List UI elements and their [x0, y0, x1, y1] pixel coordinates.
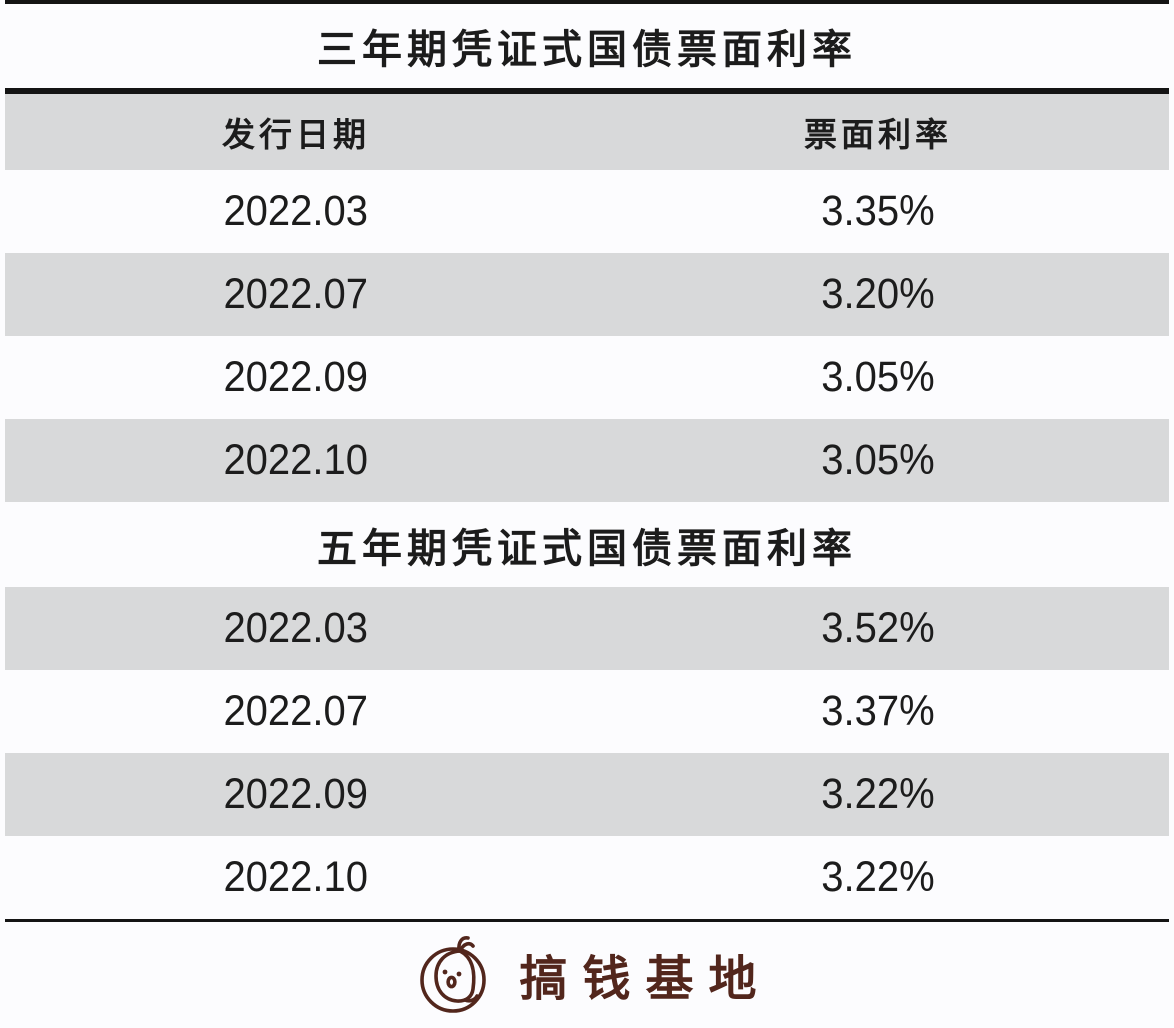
section-title-five-year: 五年期凭证式国债票面利率	[317, 526, 857, 571]
table-row: 2022.09 3.05%	[5, 336, 1169, 419]
coupon-rate-value: 3.35%	[821, 187, 935, 235]
column-header-issue-date: 发行日期	[222, 116, 370, 153]
table-row: 2022.10 3.22%	[5, 836, 1169, 919]
coupon-rate-value: 3.22%	[821, 853, 935, 901]
issue-date-value: 2022.07	[223, 687, 369, 735]
table-row: 2022.07 3.20%	[5, 253, 1169, 336]
table-row: 2022.03 3.35%	[5, 170, 1169, 253]
section-title-three-year: 三年期凭证式国债票面利率	[317, 28, 857, 72]
table-row: 2022.09 3.22%	[5, 753, 1169, 836]
issue-date-value: 2022.07	[223, 270, 369, 318]
issue-date-value: 2022.10	[223, 436, 369, 484]
coupon-rate-value: 3.05%	[821, 436, 935, 484]
coupon-rate-value: 3.52%	[821, 604, 935, 652]
issue-date-value: 2022.09	[223, 770, 369, 818]
column-header-coupon-rate: 票面利率	[804, 116, 952, 153]
table-header-row: 发行日期 票面利率	[5, 94, 1169, 170]
bottom-rule	[5, 919, 1169, 922]
coupon-rate-value: 3.20%	[821, 270, 935, 318]
table-row: 2022.10 3.05%	[5, 419, 1169, 502]
brand-name: 搞钱基地	[519, 952, 772, 1006]
top-rule	[5, 0, 1169, 4]
table-row: 2022.07 3.37%	[5, 670, 1169, 753]
coupon-rate-value: 3.22%	[821, 770, 935, 818]
brand-footer: 搞钱基地	[5, 922, 1169, 1025]
issue-date-value: 2022.03	[223, 187, 369, 235]
coupon-rate-value: 3.05%	[821, 353, 935, 401]
issue-date-value: 2022.09	[223, 353, 369, 401]
table-row: 2022.03 3.52%	[5, 587, 1169, 670]
chick-badge-icon	[417, 934, 489, 1014]
issue-date-value: 2022.03	[223, 604, 369, 652]
title-divider-rule	[5, 88, 1169, 94]
coupon-rate-value: 3.37%	[821, 687, 935, 735]
issue-date-value: 2022.10	[223, 853, 369, 901]
